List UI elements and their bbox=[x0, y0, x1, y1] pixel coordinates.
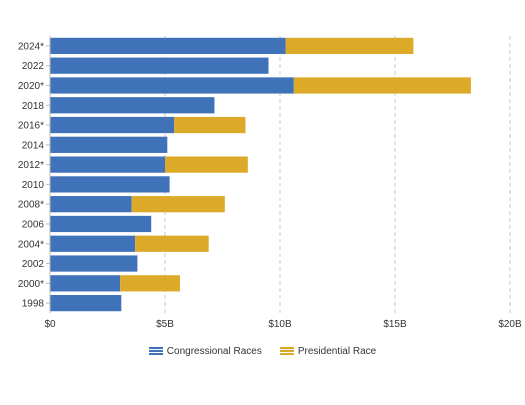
y-tick-label: 2024* bbox=[18, 41, 44, 52]
bar-presidential[interactable] bbox=[131, 196, 225, 213]
legend-swatch-presidential bbox=[279, 347, 294, 355]
bar-congressional[interactable] bbox=[50, 136, 168, 153]
bar-congressional[interactable] bbox=[50, 57, 269, 74]
y-tick-label: 2020* bbox=[18, 81, 44, 92]
y-tick-label: 2022 bbox=[22, 61, 45, 72]
bar-presidential[interactable] bbox=[285, 37, 414, 55]
bar-presidential[interactable] bbox=[120, 275, 180, 292]
y-tick-label: 2006 bbox=[22, 219, 45, 230]
bar-congressional[interactable] bbox=[50, 77, 294, 94]
x-tick-label: $5B bbox=[156, 319, 174, 330]
legend-item-congressional[interactable]: Congressional Races bbox=[148, 345, 262, 357]
y-tick-label: 2012* bbox=[18, 160, 44, 171]
bar-congressional[interactable] bbox=[50, 97, 215, 114]
legend-label-congressional: Congressional Races bbox=[166, 345, 262, 357]
y-tick-label: 2010 bbox=[22, 180, 45, 191]
y-tick-label: 2018 bbox=[22, 101, 45, 112]
bar-congressional[interactable] bbox=[50, 37, 286, 55]
legend-item-presidential[interactable]: Presidential Race bbox=[279, 345, 377, 357]
bar-congressional[interactable] bbox=[50, 275, 121, 292]
x-tick-label: $10B bbox=[268, 319, 292, 330]
axis-layer: $0 $5B $10B $15B $20B 2024* 2022 2020* 2018 2016*… bbox=[18, 36, 522, 330]
x-tick-label: $0 bbox=[44, 319, 56, 330]
x-tick-label: $20B bbox=[498, 319, 522, 330]
bar-presidential[interactable] bbox=[293, 77, 471, 94]
y-tick-label: 2002 bbox=[22, 259, 45, 270]
bar-congressional[interactable] bbox=[50, 255, 138, 272]
bar-congressional[interactable] bbox=[50, 294, 122, 312]
bar-congressional[interactable] bbox=[50, 116, 175, 134]
y-tick-label: 1998 bbox=[22, 299, 45, 310]
legend: Congressional Races Presidential Race bbox=[0, 342, 525, 360]
bar-congressional[interactable] bbox=[50, 156, 165, 173]
bar-congressional[interactable] bbox=[50, 176, 170, 193]
y-tick-label: 2014 bbox=[22, 140, 45, 151]
bar-congressional[interactable] bbox=[50, 196, 132, 213]
y-tick-label: 2004* bbox=[18, 239, 44, 250]
legend-swatch-congressional bbox=[148, 347, 163, 355]
bar-presidential[interactable] bbox=[165, 156, 248, 173]
y-tick-label: 2016* bbox=[18, 121, 44, 132]
y-tick-label: 2000* bbox=[18, 279, 44, 290]
x-tick-label: $15B bbox=[383, 319, 407, 330]
bar-congressional[interactable] bbox=[50, 215, 152, 233]
bar-layer bbox=[50, 37, 471, 312]
bar-congressional[interactable] bbox=[50, 235, 136, 252]
y-tick-label: 2008* bbox=[18, 200, 44, 211]
legend-label-presidential: Presidential Race bbox=[297, 345, 377, 357]
bar-presidential[interactable] bbox=[135, 235, 209, 252]
bar-presidential[interactable] bbox=[174, 116, 246, 134]
